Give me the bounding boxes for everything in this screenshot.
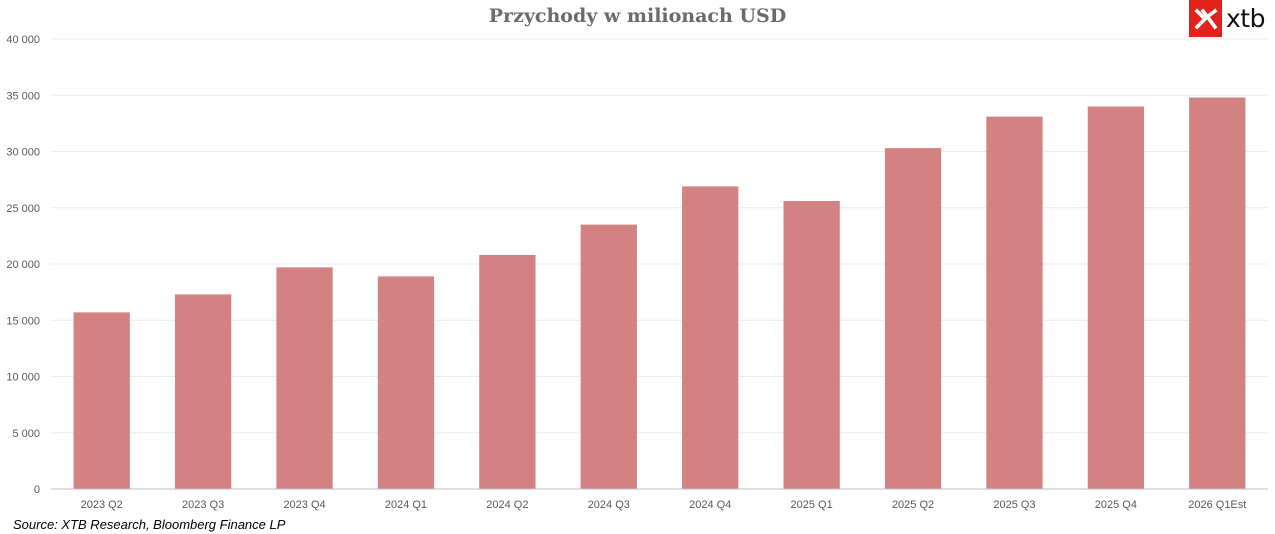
x-tick-label: 2025 Q4 bbox=[1095, 499, 1137, 511]
bar bbox=[783, 201, 840, 489]
x-tick-label: 2025 Q3 bbox=[993, 499, 1035, 511]
bar bbox=[377, 276, 435, 489]
bar bbox=[174, 294, 232, 489]
source-note: Source: XTB Research, Bloomberg Finance … bbox=[13, 517, 286, 532]
x-tick-label: 2025 Q1 bbox=[791, 499, 833, 511]
y-tick-label: 30 000 bbox=[6, 147, 40, 159]
y-tick-label: 10 000 bbox=[6, 372, 40, 384]
bar bbox=[479, 255, 536, 489]
bar bbox=[884, 148, 942, 489]
bar bbox=[276, 267, 333, 489]
y-tick-label: 40 000 bbox=[6, 34, 40, 46]
bar bbox=[1087, 106, 1145, 489]
xtb-logo-mark-icon bbox=[1189, 0, 1222, 37]
x-tick-label: 2023 Q2 bbox=[81, 499, 123, 511]
x-tick-label: 2023 Q3 bbox=[182, 499, 224, 511]
x-axis-tick-labels: 2023 Q2 2023 Q3 2023 Q4 2024 Q1 2024 Q2 2024 … bbox=[81, 499, 1247, 511]
bar bbox=[986, 116, 1043, 489]
y-axis-tick-labels: 0 5 000 10 000 15 000 20 000 25 000 30 000 35 0… bbox=[6, 34, 40, 496]
x-tick-label: 2024 Q1 bbox=[385, 499, 427, 511]
bar bbox=[580, 224, 637, 489]
chart-title: Przychody w milionach USD bbox=[488, 5, 787, 27]
y-tick-label: 20 000 bbox=[6, 259, 40, 271]
x-tick-label: 2023 Q4 bbox=[283, 499, 325, 511]
y-tick-label: 35 000 bbox=[6, 90, 40, 102]
y-tick-label: 25 000 bbox=[6, 203, 40, 215]
bars bbox=[73, 97, 1246, 489]
y-tick-label: 0 bbox=[34, 484, 40, 496]
gridlines bbox=[51, 38, 1268, 434]
xtb-logo-text: xtb bbox=[1226, 4, 1265, 33]
y-tick-label: 5 000 bbox=[12, 428, 40, 440]
bar bbox=[73, 312, 130, 489]
x-tick-label: 2026 Q1Est bbox=[1188, 499, 1246, 511]
y-tick-label: 15 000 bbox=[6, 315, 40, 327]
x-tick-label: 2024 Q3 bbox=[588, 499, 630, 511]
x-tick-label: 2024 Q2 bbox=[486, 499, 528, 511]
x-tick-label: 2024 Q4 bbox=[689, 499, 731, 511]
bar bbox=[1189, 97, 1246, 489]
bar bbox=[682, 186, 739, 489]
x-tick-label: 2025 Q2 bbox=[892, 499, 934, 511]
xtb-logo: xtb bbox=[1189, 0, 1265, 37]
